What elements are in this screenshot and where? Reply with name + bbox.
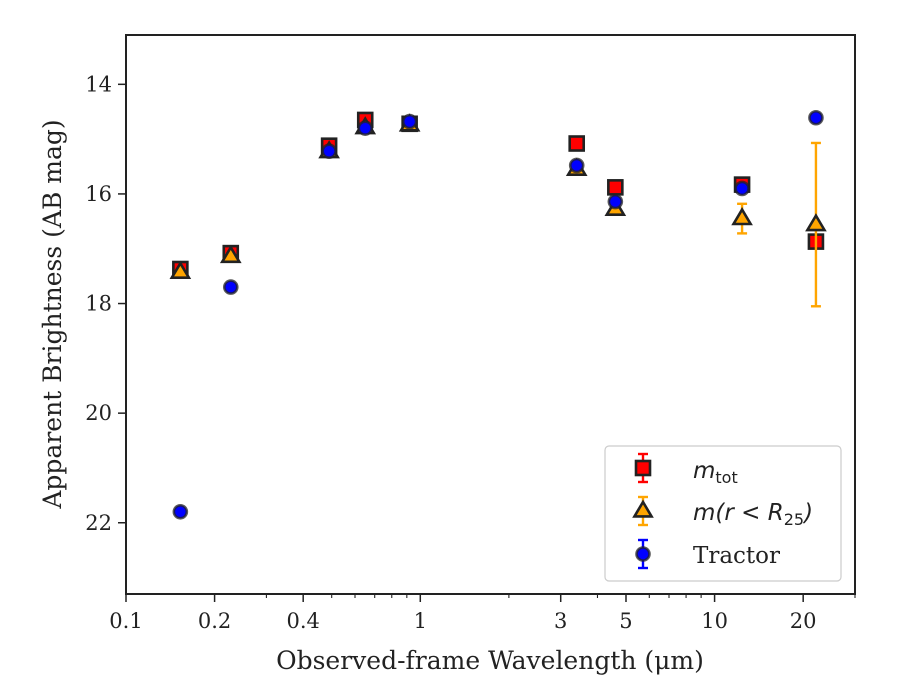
x-axis-ticks: 0.1 0.2 0.4 1 3 5 10 20 [109, 594, 856, 633]
plot-frame [125, 34, 856, 595]
y-tick-label: 18 [85, 292, 112, 316]
legend-m-r-pre: m [693, 500, 715, 526]
x-tick-label: 0.1 [109, 609, 142, 633]
legend-label-tractor: Tractor [693, 543, 780, 569]
circle-marker [321, 143, 337, 159]
triangle-marker [805, 213, 827, 232]
legend-m-r-post: ) [802, 500, 813, 526]
series-2 [172, 109, 824, 520]
x-tick-label: 5 [619, 609, 632, 633]
circle-marker [568, 157, 585, 174]
y-tick-label: 14 [85, 72, 112, 96]
legend-box [604, 445, 842, 582]
x-axis-label: Observed-frame Wavelength (μm) [276, 646, 704, 675]
x-tick-label: 20 [790, 609, 817, 633]
circle-marker [808, 109, 824, 126]
legend-label-m-tot: mtot [693, 458, 738, 487]
x-tick-label: 10 [701, 609, 728, 633]
circle-marker [172, 503, 189, 520]
legend-label-m-r25: m(r < R25) [693, 500, 813, 529]
plot-marks [169, 109, 827, 520]
square-marker [568, 135, 586, 152]
circle-marker [222, 279, 239, 295]
legend-m-tot-sub: tot [715, 468, 737, 487]
legend-m-r-sub: 25 [784, 510, 804, 529]
x-tick-label: 1 [414, 609, 427, 633]
legend-square-marker [634, 459, 652, 477]
legend-m-tot-base: m [693, 458, 715, 484]
y-tick-label: 20 [85, 401, 112, 425]
circle-marker [734, 180, 750, 197]
legend-m-r-mid: (r < R [715, 500, 783, 526]
x-tick-label: 0.2 [198, 609, 231, 633]
x-tick-label: 0.4 [286, 609, 319, 633]
circle-marker [357, 120, 374, 136]
y-tick-label: 22 [85, 511, 112, 535]
triangle-marker [731, 207, 753, 226]
circle-marker [607, 193, 624, 210]
legend: mtot m(r < R25) Tractor [604, 445, 842, 582]
circle-marker [401, 113, 418, 130]
square-marker [607, 179, 624, 196]
legend-markers [632, 452, 654, 570]
x-tick-label: 3 [554, 609, 567, 633]
legend-circle-marker [635, 546, 651, 562]
triangle-marker [169, 260, 192, 280]
y-tick-label: 16 [85, 182, 112, 206]
y-axis-ticks: 14 16 18 20 22 [85, 72, 126, 535]
y-axis-label: Apparent Brightness (AB mag) [38, 119, 67, 509]
triangle-marker [219, 244, 242, 264]
legend-triangle-marker [632, 499, 654, 518]
